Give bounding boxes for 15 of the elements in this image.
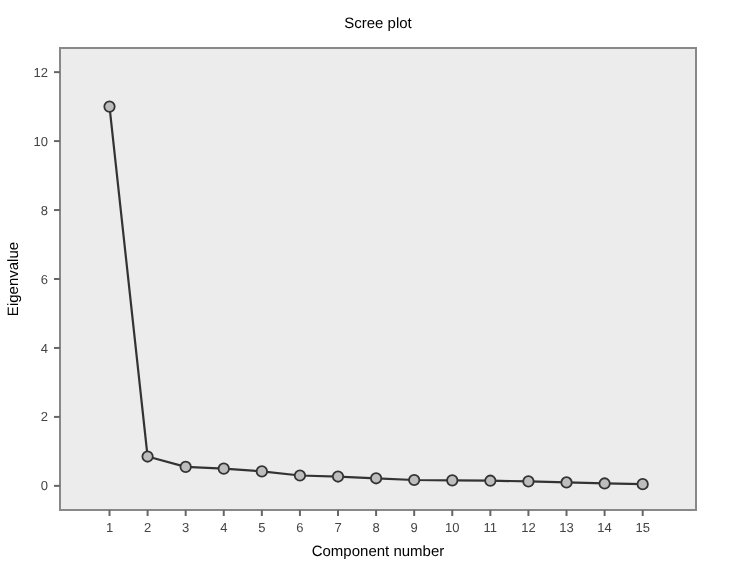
point bbox=[446, 474, 459, 487]
point bbox=[141, 450, 154, 463]
point bbox=[560, 476, 573, 489]
point bbox=[408, 473, 421, 487]
point bbox=[179, 460, 192, 473]
point bbox=[636, 478, 649, 491]
point bbox=[255, 465, 268, 478]
point bbox=[484, 474, 497, 487]
point bbox=[217, 462, 230, 475]
point bbox=[598, 477, 611, 490]
point bbox=[522, 475, 535, 488]
point bbox=[103, 100, 116, 113]
point bbox=[293, 469, 307, 482]
point bbox=[370, 472, 383, 485]
point bbox=[331, 470, 345, 483]
